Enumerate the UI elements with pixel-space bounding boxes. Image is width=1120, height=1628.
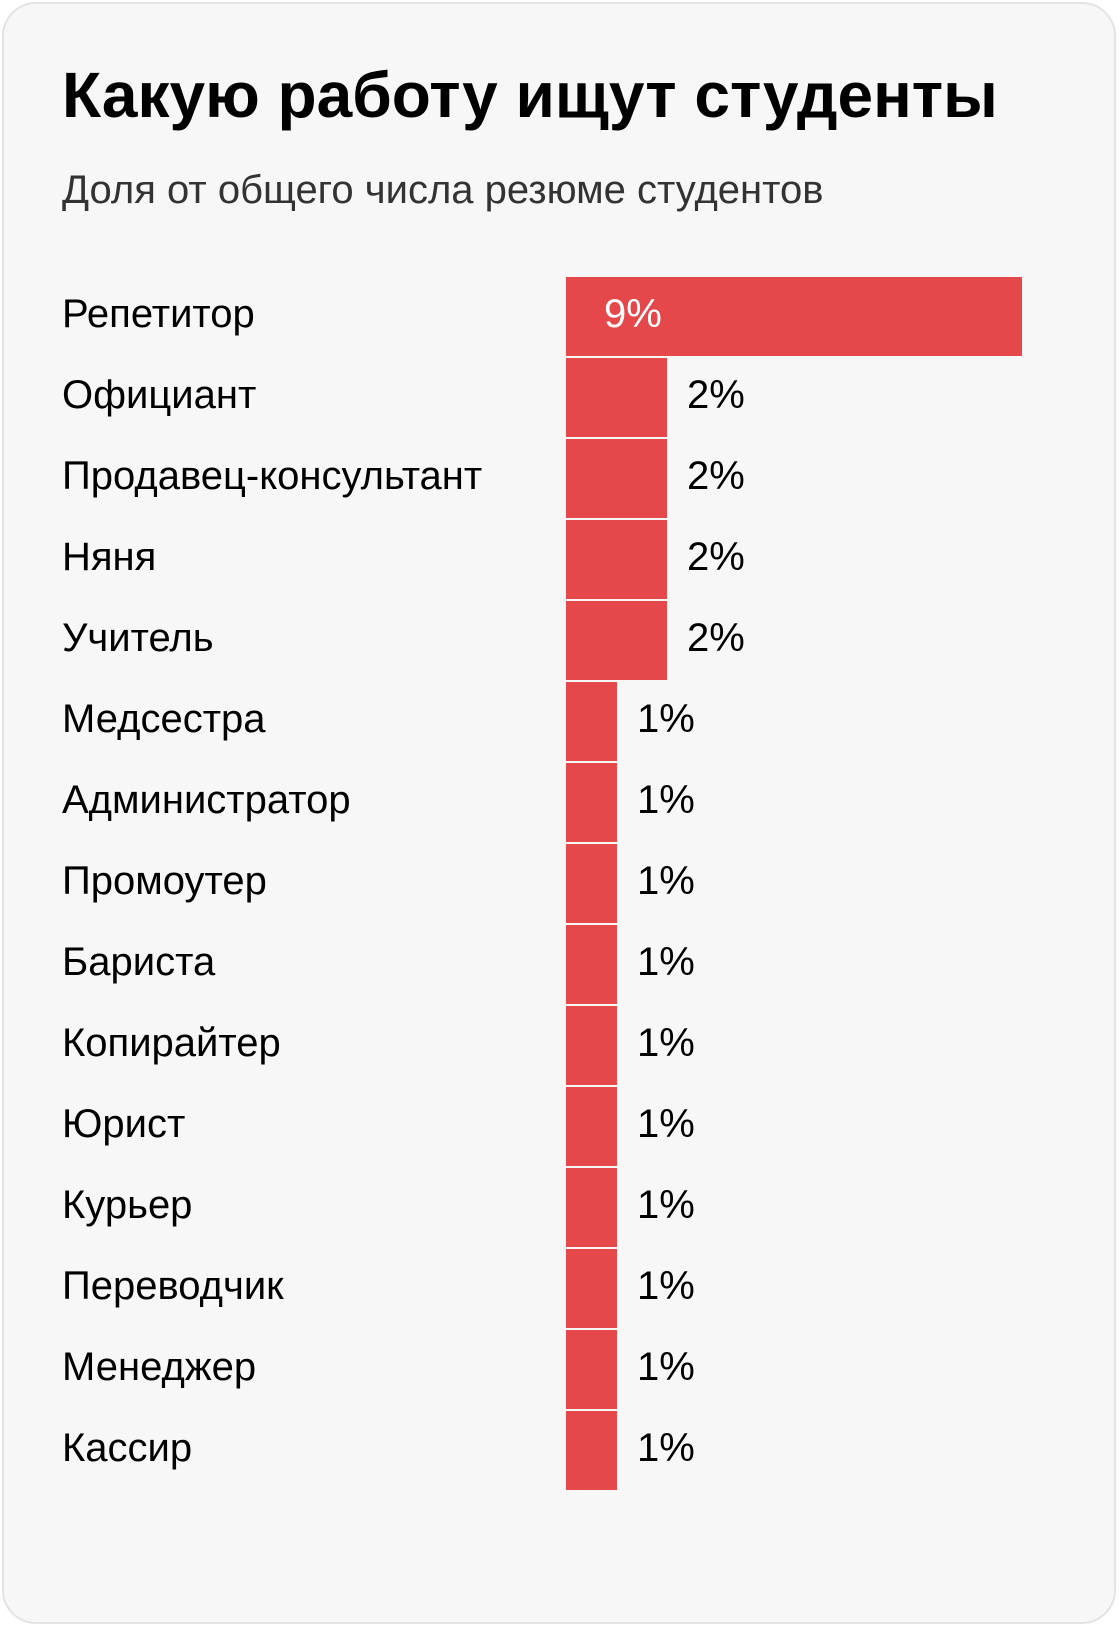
category-label: Промоутер — [62, 859, 267, 903]
chart-title: Какую работу ищут студенты — [62, 59, 998, 131]
value-label: 2% — [687, 535, 745, 579]
value-label: 1% — [637, 1102, 695, 1146]
category-label: Медсестра — [62, 697, 266, 741]
category-label: Менеджер — [62, 1345, 256, 1389]
bar-row: Официант 2% — [62, 358, 745, 437]
bar — [566, 1330, 617, 1409]
bar-row: Администратор 1% — [62, 763, 695, 842]
bar — [566, 1006, 617, 1085]
category-label: Кассир — [62, 1426, 192, 1470]
bar-row: Переводчик 1% — [62, 1249, 695, 1328]
chart-subtitle: Доля от общего числа резюме студентов — [62, 168, 824, 212]
bar — [566, 439, 667, 518]
value-label: 2% — [687, 454, 745, 498]
bar — [566, 844, 617, 923]
bar-row: Юрист 1% — [62, 1087, 695, 1166]
bar — [566, 682, 617, 761]
category-label: Бариста — [62, 940, 216, 984]
bar — [566, 925, 617, 1004]
bar-row: Курьер 1% — [62, 1168, 695, 1247]
bar-row: Продавец-консультант 2% — [62, 439, 745, 518]
category-label: Учитель — [62, 616, 214, 660]
category-label: Администратор — [62, 778, 351, 822]
bar-row: Кассир 1% — [62, 1411, 695, 1490]
bar-row: Менеджер 1% — [62, 1330, 695, 1409]
bar — [566, 1168, 617, 1247]
value-label: 1% — [637, 1345, 695, 1389]
bar — [566, 1249, 617, 1328]
bar-chart: Репетитор 9%Официант 2%Продавец-консультан… — [62, 277, 1022, 1490]
value-label: 1% — [637, 940, 695, 984]
bar — [566, 763, 617, 842]
bar-row: Копирайтер 1% — [62, 1006, 695, 1085]
category-label: Переводчик — [62, 1264, 284, 1308]
bar-row: Репетитор 9% — [62, 277, 1022, 356]
value-label: 1% — [637, 778, 695, 822]
bar — [566, 601, 667, 680]
category-label: Копирайтер — [62, 1021, 281, 1065]
value-label: 1% — [637, 1264, 695, 1308]
category-label: Юрист — [62, 1102, 185, 1146]
value-label: 2% — [687, 373, 745, 417]
category-label: Курьер — [62, 1183, 192, 1227]
value-label: 1% — [637, 1021, 695, 1065]
bar-row: Няня 2% — [62, 520, 745, 599]
value-label: 1% — [637, 1183, 695, 1227]
value-label: 1% — [637, 697, 695, 741]
category-label: Няня — [62, 535, 156, 579]
category-label: Репетитор — [62, 292, 255, 336]
value-label: 2% — [687, 616, 745, 660]
bar — [566, 358, 667, 437]
category-label: Продавец-консультант — [62, 454, 482, 498]
bar — [566, 520, 667, 599]
value-label: 1% — [637, 859, 695, 903]
bar-row: Промоутер 1% — [62, 844, 695, 923]
value-label: 1% — [637, 1426, 695, 1470]
bar — [566, 277, 1022, 356]
bar-row: Бариста 1% — [62, 925, 695, 1004]
bar — [566, 1411, 617, 1490]
bar-row: Медсестра 1% — [62, 682, 695, 761]
value-label: 9% — [604, 292, 662, 336]
category-label: Официант — [62, 373, 256, 417]
bar-row: Учитель 2% — [62, 601, 745, 680]
bar — [566, 1087, 617, 1166]
